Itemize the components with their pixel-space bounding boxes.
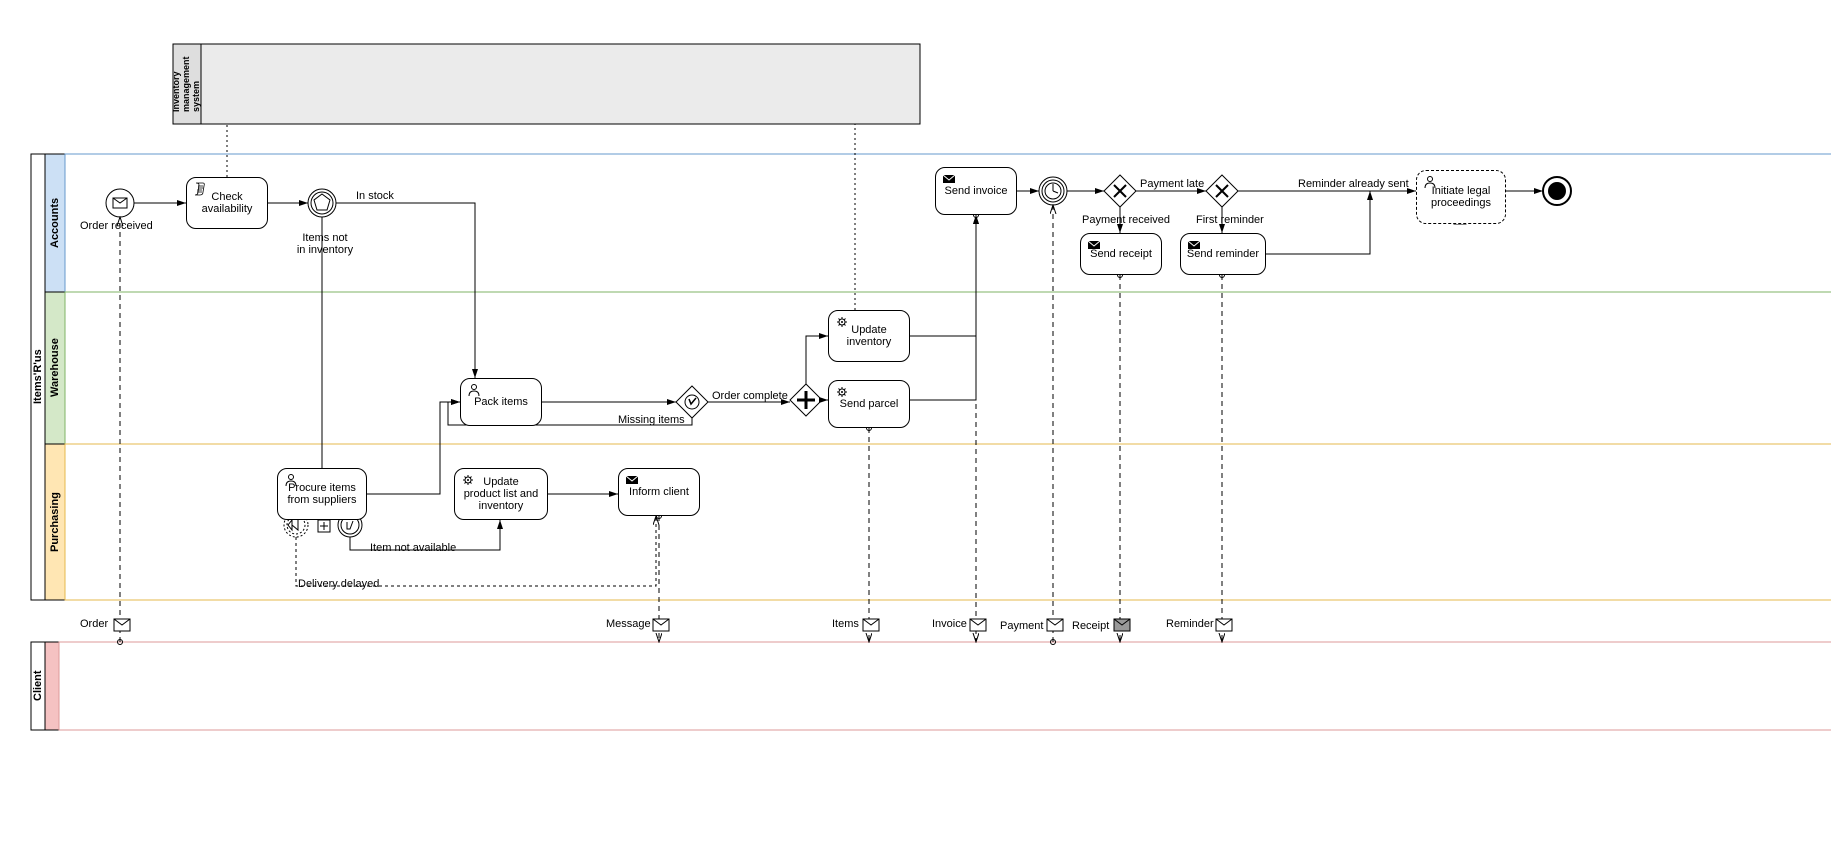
label-payment-late: Payment late <box>1140 178 1204 190</box>
lane-header-accounts: Accounts <box>45 154 65 292</box>
msg-label-message: Message <box>606 618 651 630</box>
task-label: Updateinventory <box>847 324 892 348</box>
msg-label-items: Items <box>832 618 859 630</box>
message-envelopes <box>114 619 1232 631</box>
task-pack-items[interactable]: Pack items <box>460 378 542 426</box>
label-payment-received: Payment received <box>1082 214 1170 226</box>
task-label: Checkavailability <box>202 191 253 215</box>
label-in-stock: In stock <box>356 190 394 202</box>
subprocess-marker-plus <box>318 520 330 532</box>
task-initiate-legal[interactable]: Initiate legalproceedings <box>1416 170 1506 224</box>
task-label: Inform client <box>629 486 689 498</box>
pool-header-items-rus: Items'R'us <box>31 154 45 600</box>
msg-label-payment: Payment <box>1000 620 1043 632</box>
task-label: Pack items <box>474 396 528 408</box>
message-icon <box>1187 238 1201 252</box>
user-icon <box>284 473 298 487</box>
intermediate-event-conditional[interactable] <box>308 189 336 217</box>
lane-header-purchasing: Purchasing <box>45 444 65 600</box>
task-label: Initiate legalproceedings <box>1431 185 1491 209</box>
gateway-parallel[interactable] <box>790 384 822 416</box>
label-items-not-in-inventory: Items notin inventory <box>290 232 360 256</box>
task-send-receipt[interactable]: Send receipt <box>1080 233 1162 275</box>
label-item-not-available: Item not available <box>370 542 456 554</box>
end-event-terminate[interactable] <box>1543 177 1571 205</box>
label-order-received: Order received <box>80 220 153 232</box>
gateway-xor-1[interactable] <box>1104 175 1136 207</box>
service-icon <box>461 473 475 487</box>
pool-header-client: Client <box>31 642 45 730</box>
bpmn-svg <box>20 20 1831 831</box>
gateway-xor-2[interactable] <box>1206 175 1238 207</box>
label-delivery-delayed: Delivery delayed <box>298 578 379 590</box>
pool-header-inventory: Inventorymanagementsystem <box>173 44 201 124</box>
task-label: Send invoice <box>945 185 1008 197</box>
service-icon <box>835 385 849 399</box>
user-icon <box>467 383 481 397</box>
script-icon <box>193 182 207 196</box>
bpmn-canvas: Inventorymanagementsystem Items'R'us Cli… <box>20 20 1831 831</box>
intermediate-event-timer[interactable] <box>1039 177 1067 205</box>
msg-label-receipt: Receipt <box>1072 620 1109 632</box>
task-update-inventory[interactable]: Updateinventory <box>828 310 910 362</box>
user-icon <box>1423 175 1437 189</box>
task-inform-client[interactable]: Inform client <box>618 468 700 516</box>
message-icon <box>942 172 956 186</box>
service-icon <box>835 315 849 329</box>
start-event-order-received[interactable] <box>106 189 134 217</box>
message-icon <box>1087 238 1101 252</box>
lane-header-warehouse: Warehouse <box>45 292 65 444</box>
msg-label-invoice: Invoice <box>932 618 967 630</box>
msg-label-reminder: Reminder <box>1166 618 1214 630</box>
message-icon <box>625 473 639 487</box>
task-label: Send parcel <box>840 398 899 410</box>
msg-label-order: Order <box>80 618 108 630</box>
label-missing-items: Missing items <box>618 414 685 426</box>
label-reminder-already-sent: Reminder already sent <box>1298 178 1409 190</box>
pool-client <box>31 642 1831 730</box>
task-send-reminder[interactable]: Send reminder <box>1180 233 1266 275</box>
task-send-invoice[interactable]: Send invoice <box>935 167 1017 215</box>
label-first-reminder: First reminder <box>1196 214 1264 226</box>
label-order-complete: Order complete <box>712 390 788 402</box>
task-procure-items[interactable]: Procure itemsfrom suppliers <box>277 468 367 520</box>
task-check-availability[interactable]: Checkavailability <box>186 177 268 229</box>
pool-inventory-mgmt <box>173 44 920 124</box>
task-send-parcel[interactable]: Send parcel <box>828 380 910 428</box>
task-update-product-list[interactable]: Updateproduct list andinventory <box>454 468 548 520</box>
